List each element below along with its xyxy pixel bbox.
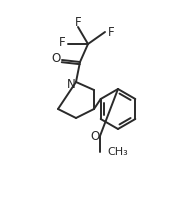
Text: O: O [51, 52, 61, 64]
Text: O: O [90, 131, 100, 144]
Text: N: N [67, 78, 75, 91]
Text: F: F [108, 25, 114, 39]
Text: F: F [75, 15, 81, 28]
Text: CH₃: CH₃ [107, 147, 128, 157]
Text: F: F [59, 35, 65, 49]
